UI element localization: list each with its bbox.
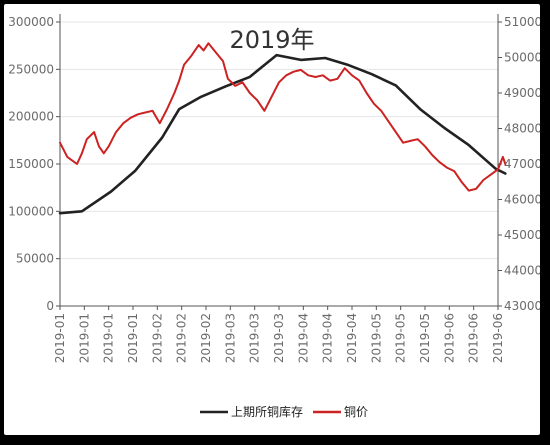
- x-tick-label-17: 2019-06: [467, 313, 481, 363]
- x-tick-label-18: 2019-06: [491, 313, 505, 363]
- x-tick-label-4: 2019-02: [150, 313, 164, 363]
- right-tick-label-0: 43000: [504, 299, 540, 313]
- x-tick-label-13: 2019-05: [369, 313, 383, 363]
- left-tick-label-0: 0: [46, 299, 54, 313]
- x-tick-label-14: 2019-05: [394, 313, 408, 363]
- right-tick-label-1: 44000: [504, 264, 540, 278]
- legend-label-1: 铜价: [344, 404, 368, 419]
- right-tick-label-4: 47000: [504, 157, 540, 171]
- gridlines: [60, 21, 498, 260]
- x-tick-label-2: 2019-01: [102, 313, 116, 363]
- chart-title: 2019年: [229, 26, 314, 54]
- x-tick-label-11: 2019-04: [321, 313, 335, 363]
- x-tick-label-0: 2019-01: [53, 313, 67, 363]
- legend: 上期所铜库存 铜价: [200, 404, 368, 419]
- left-axis-ticks: 0 50000 100000 150000 200000 250000 300000: [8, 15, 60, 313]
- left-tick-label-4: 200000: [8, 110, 54, 124]
- x-tick-label-3: 2019-01: [126, 313, 140, 363]
- left-tick-label-3: 150000: [8, 157, 54, 171]
- x-tick-label-7: 2019-03: [223, 313, 237, 363]
- chart-frame: 0 50000 100000 150000 200000 250000 300000 430…: [4, 4, 540, 435]
- x-tick-label-5: 2019-02: [175, 313, 189, 363]
- series-line-0: [58, 53, 507, 215]
- x-tick-label-9: 2019-03: [272, 313, 286, 363]
- left-tick-label-2: 100000: [8, 204, 54, 218]
- series: [58, 42, 507, 215]
- right-tick-label-8: 51000: [504, 15, 540, 29]
- left-tick-label-6: 300000: [8, 15, 54, 29]
- left-tick-label-5: 250000: [8, 62, 54, 76]
- right-tick-label-3: 46000: [504, 193, 540, 207]
- x-tick-label-6: 2019-02: [199, 313, 213, 363]
- right-axis-ticks: 43000 44000 45000 46000 47000 48000 49000 50000…: [498, 15, 540, 313]
- right-tick-label-2: 45000: [504, 228, 540, 242]
- chart-svg: 0 50000 100000 150000 200000 250000 300000 430…: [8, 14, 540, 419]
- x-axis-ticks: 2019-01 2019-01 2019-01 2019-01 2019-02 2019-…: [53, 306, 505, 363]
- axes: [59, 14, 499, 307]
- right-tick-label-7: 50000: [504, 51, 540, 65]
- x-tick-label-15: 2019-05: [418, 313, 432, 363]
- x-tick-label-1: 2019-01: [77, 313, 91, 363]
- x-tick-label-16: 2019-06: [442, 313, 456, 363]
- series-line-1: [59, 42, 507, 192]
- x-tick-label-10: 2019-04: [296, 313, 310, 363]
- right-tick-label-5: 48000: [504, 122, 540, 136]
- left-tick-label-1: 50000: [16, 252, 54, 266]
- x-tick-label-8: 2019-03: [248, 313, 262, 363]
- right-tick-label-6: 49000: [504, 86, 540, 100]
- x-tick-label-12: 2019-04: [345, 313, 359, 363]
- legend-label-0: 上期所铜库存: [231, 404, 303, 419]
